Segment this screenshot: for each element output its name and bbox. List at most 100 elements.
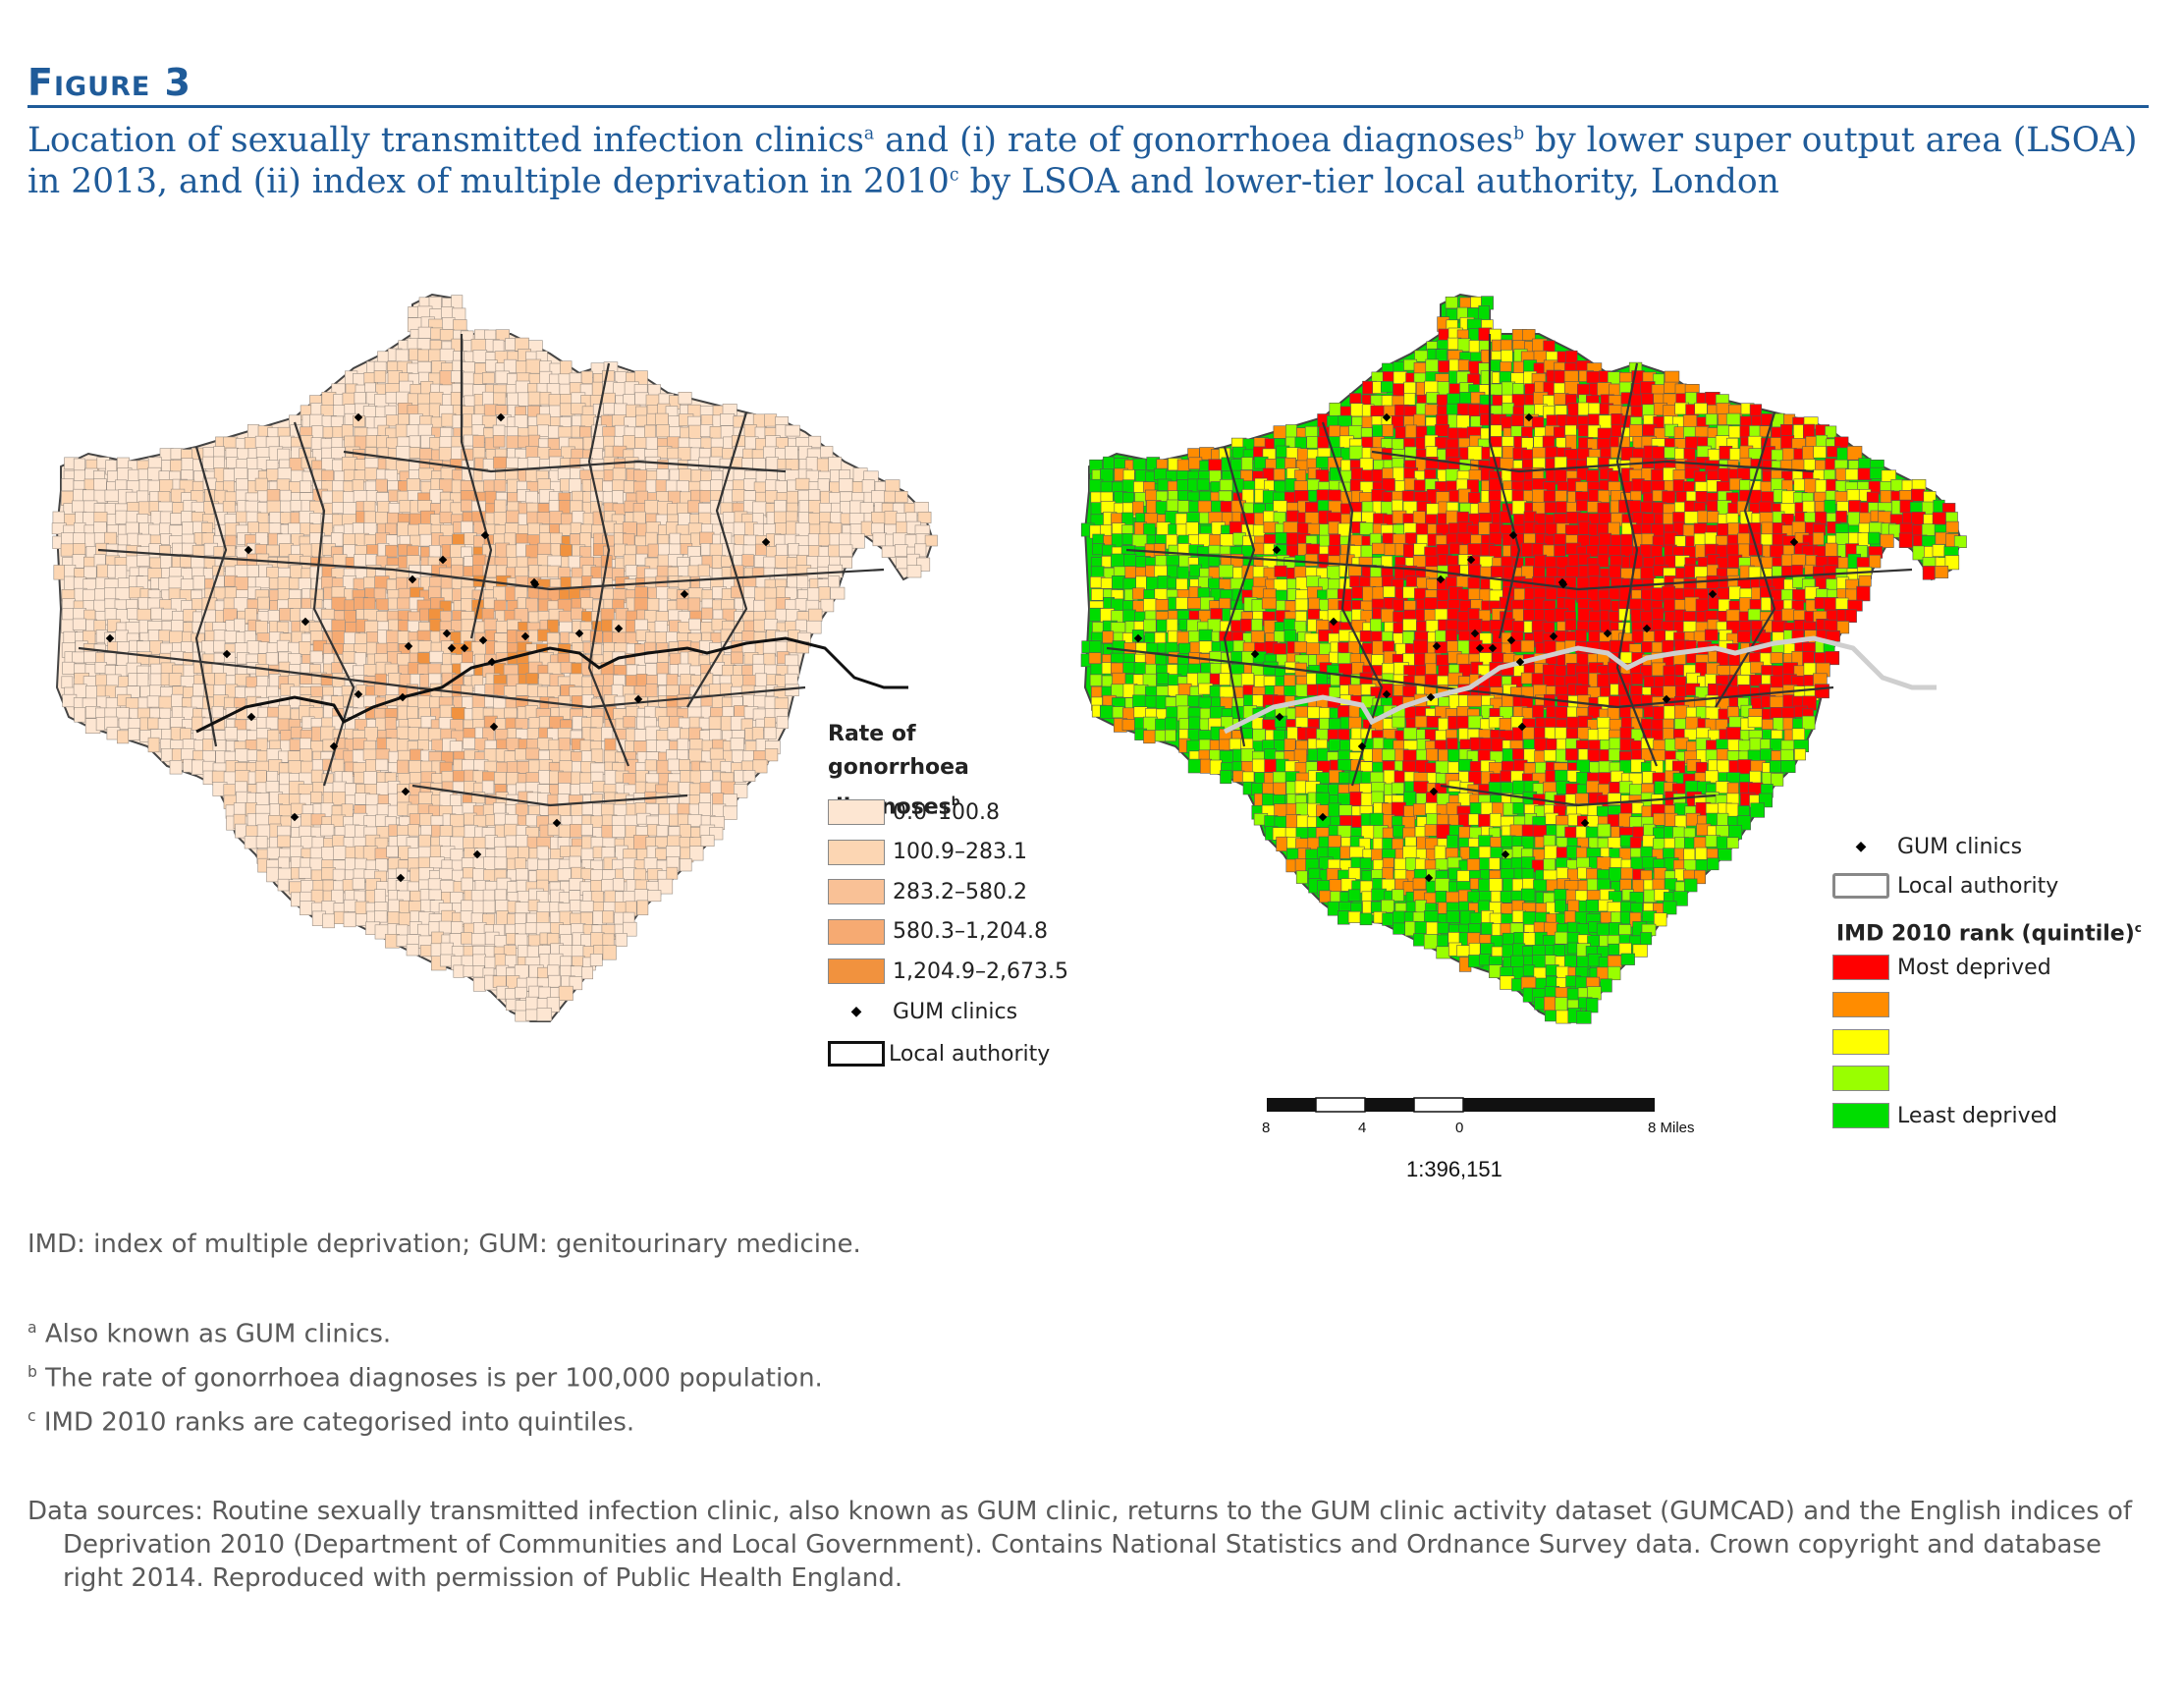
lsoa-cell <box>751 727 764 740</box>
lsoa-cell <box>276 639 291 652</box>
lsoa-cell <box>320 847 335 861</box>
lsoa-cell <box>667 758 681 772</box>
lsoa-cell <box>1132 501 1144 516</box>
lsoa-cell <box>355 459 366 471</box>
lsoa-cell <box>386 846 399 858</box>
lsoa-cell <box>1812 531 1825 546</box>
lsoa-cell <box>557 467 573 480</box>
lsoa-cell <box>278 704 291 721</box>
lsoa-cell <box>1403 393 1416 406</box>
lsoa-cell <box>645 684 658 698</box>
lsoa-cell <box>1791 565 1804 577</box>
lsoa-cell <box>341 803 354 817</box>
lsoa-cell <box>1921 523 1937 537</box>
lsoa-cell <box>472 977 486 992</box>
lsoa-cell <box>794 477 810 491</box>
lsoa-cell <box>1880 533 1894 548</box>
lsoa-cell <box>1499 370 1513 384</box>
lsoa-cell <box>808 500 821 515</box>
lsoa-cell <box>115 630 129 643</box>
lsoa-cell <box>753 694 767 708</box>
lsoa-cell <box>526 857 540 871</box>
lsoa-cell <box>701 607 713 620</box>
lsoa-cell <box>493 511 507 526</box>
lsoa-cell <box>1501 349 1513 363</box>
lsoa-cell <box>1090 502 1103 517</box>
lsoa-cell <box>453 964 465 978</box>
lsoa-cell <box>493 435 506 448</box>
lsoa-cell <box>104 489 119 502</box>
lsoa-cell <box>635 674 648 687</box>
lsoa-cell <box>1261 597 1277 610</box>
lsoa-cell <box>785 424 800 437</box>
lsoa-cell <box>1143 522 1156 536</box>
lsoa-cell <box>431 739 444 751</box>
lsoa-cell <box>881 545 897 558</box>
lsoa-cell <box>1381 608 1394 623</box>
lsoa-cell <box>452 533 465 546</box>
lsoa-cell <box>1737 532 1751 546</box>
lsoa-cell <box>1868 531 1881 545</box>
lsoa-cell <box>1662 490 1676 504</box>
lsoa-cell <box>1695 598 1709 613</box>
lsoa-cell <box>1489 532 1502 545</box>
lsoa-cell <box>590 748 604 763</box>
lsoa-cell <box>1306 642 1322 655</box>
lsoa-cell <box>1707 511 1720 523</box>
lsoa-cell <box>762 640 778 655</box>
lsoa-cell <box>322 913 335 929</box>
lsoa-cell <box>546 631 560 645</box>
lsoa-cell <box>72 618 86 630</box>
lsoa-cell <box>1781 608 1795 622</box>
lsoa-cell <box>168 673 183 686</box>
lsoa-cell <box>658 716 671 729</box>
lsoa-cell <box>612 878 625 892</box>
lsoa-cell <box>418 813 433 826</box>
lsoa-cell <box>496 910 509 925</box>
lsoa-cell <box>1543 340 1556 353</box>
lsoa-cell <box>1467 446 1484 461</box>
lsoa-cell <box>550 532 563 545</box>
lsoa-cell <box>806 587 820 603</box>
lsoa-cell <box>1382 424 1394 437</box>
imd-deprivation-map <box>1080 293 1967 1024</box>
lsoa-cell <box>603 402 617 415</box>
lsoa-cell <box>615 933 628 947</box>
lsoa-cell <box>775 521 788 535</box>
lsoa-cell <box>1898 532 1913 549</box>
lsoa-cell <box>191 545 205 557</box>
lsoa-cell <box>1251 619 1263 631</box>
lsoa-cell <box>136 554 150 567</box>
lsoa-cell <box>571 607 583 621</box>
lsoa-cell <box>600 802 615 817</box>
lsoa-cell <box>1447 393 1462 406</box>
lsoa-cell <box>1445 296 1458 309</box>
lsoa-cell <box>1293 566 1308 579</box>
lsoa-cell <box>1457 358 1470 371</box>
lsoa-cell <box>376 501 390 513</box>
lsoa-cell <box>1489 359 1502 372</box>
lsoa-cell <box>884 490 897 504</box>
lsoa-cell <box>699 575 712 589</box>
lsoa-cell <box>1294 621 1307 634</box>
lsoa-cell <box>95 674 109 687</box>
lsoa-cell <box>764 413 778 427</box>
lsoa-cell <box>818 533 832 547</box>
lsoa-cell <box>1240 618 1253 632</box>
lsoa-cell <box>1911 488 1926 502</box>
lsoa-cell <box>525 544 539 559</box>
lsoa-cell <box>1682 621 1697 633</box>
lsoa-cell <box>592 781 606 793</box>
lsoa-cell <box>481 372 495 384</box>
lsoa-cell <box>1556 501 1568 514</box>
lsoa-cell <box>493 479 507 492</box>
lsoa-cell <box>1088 652 1102 665</box>
lsoa-cell <box>73 458 85 471</box>
lsoa-cell <box>168 587 182 600</box>
lsoa-cell <box>365 553 378 566</box>
lsoa-cell <box>331 758 345 773</box>
lsoa-cell <box>256 750 269 763</box>
lsoa-cell <box>764 747 779 762</box>
lsoa-cell <box>1554 544 1566 557</box>
lsoa-cell <box>1761 521 1774 536</box>
